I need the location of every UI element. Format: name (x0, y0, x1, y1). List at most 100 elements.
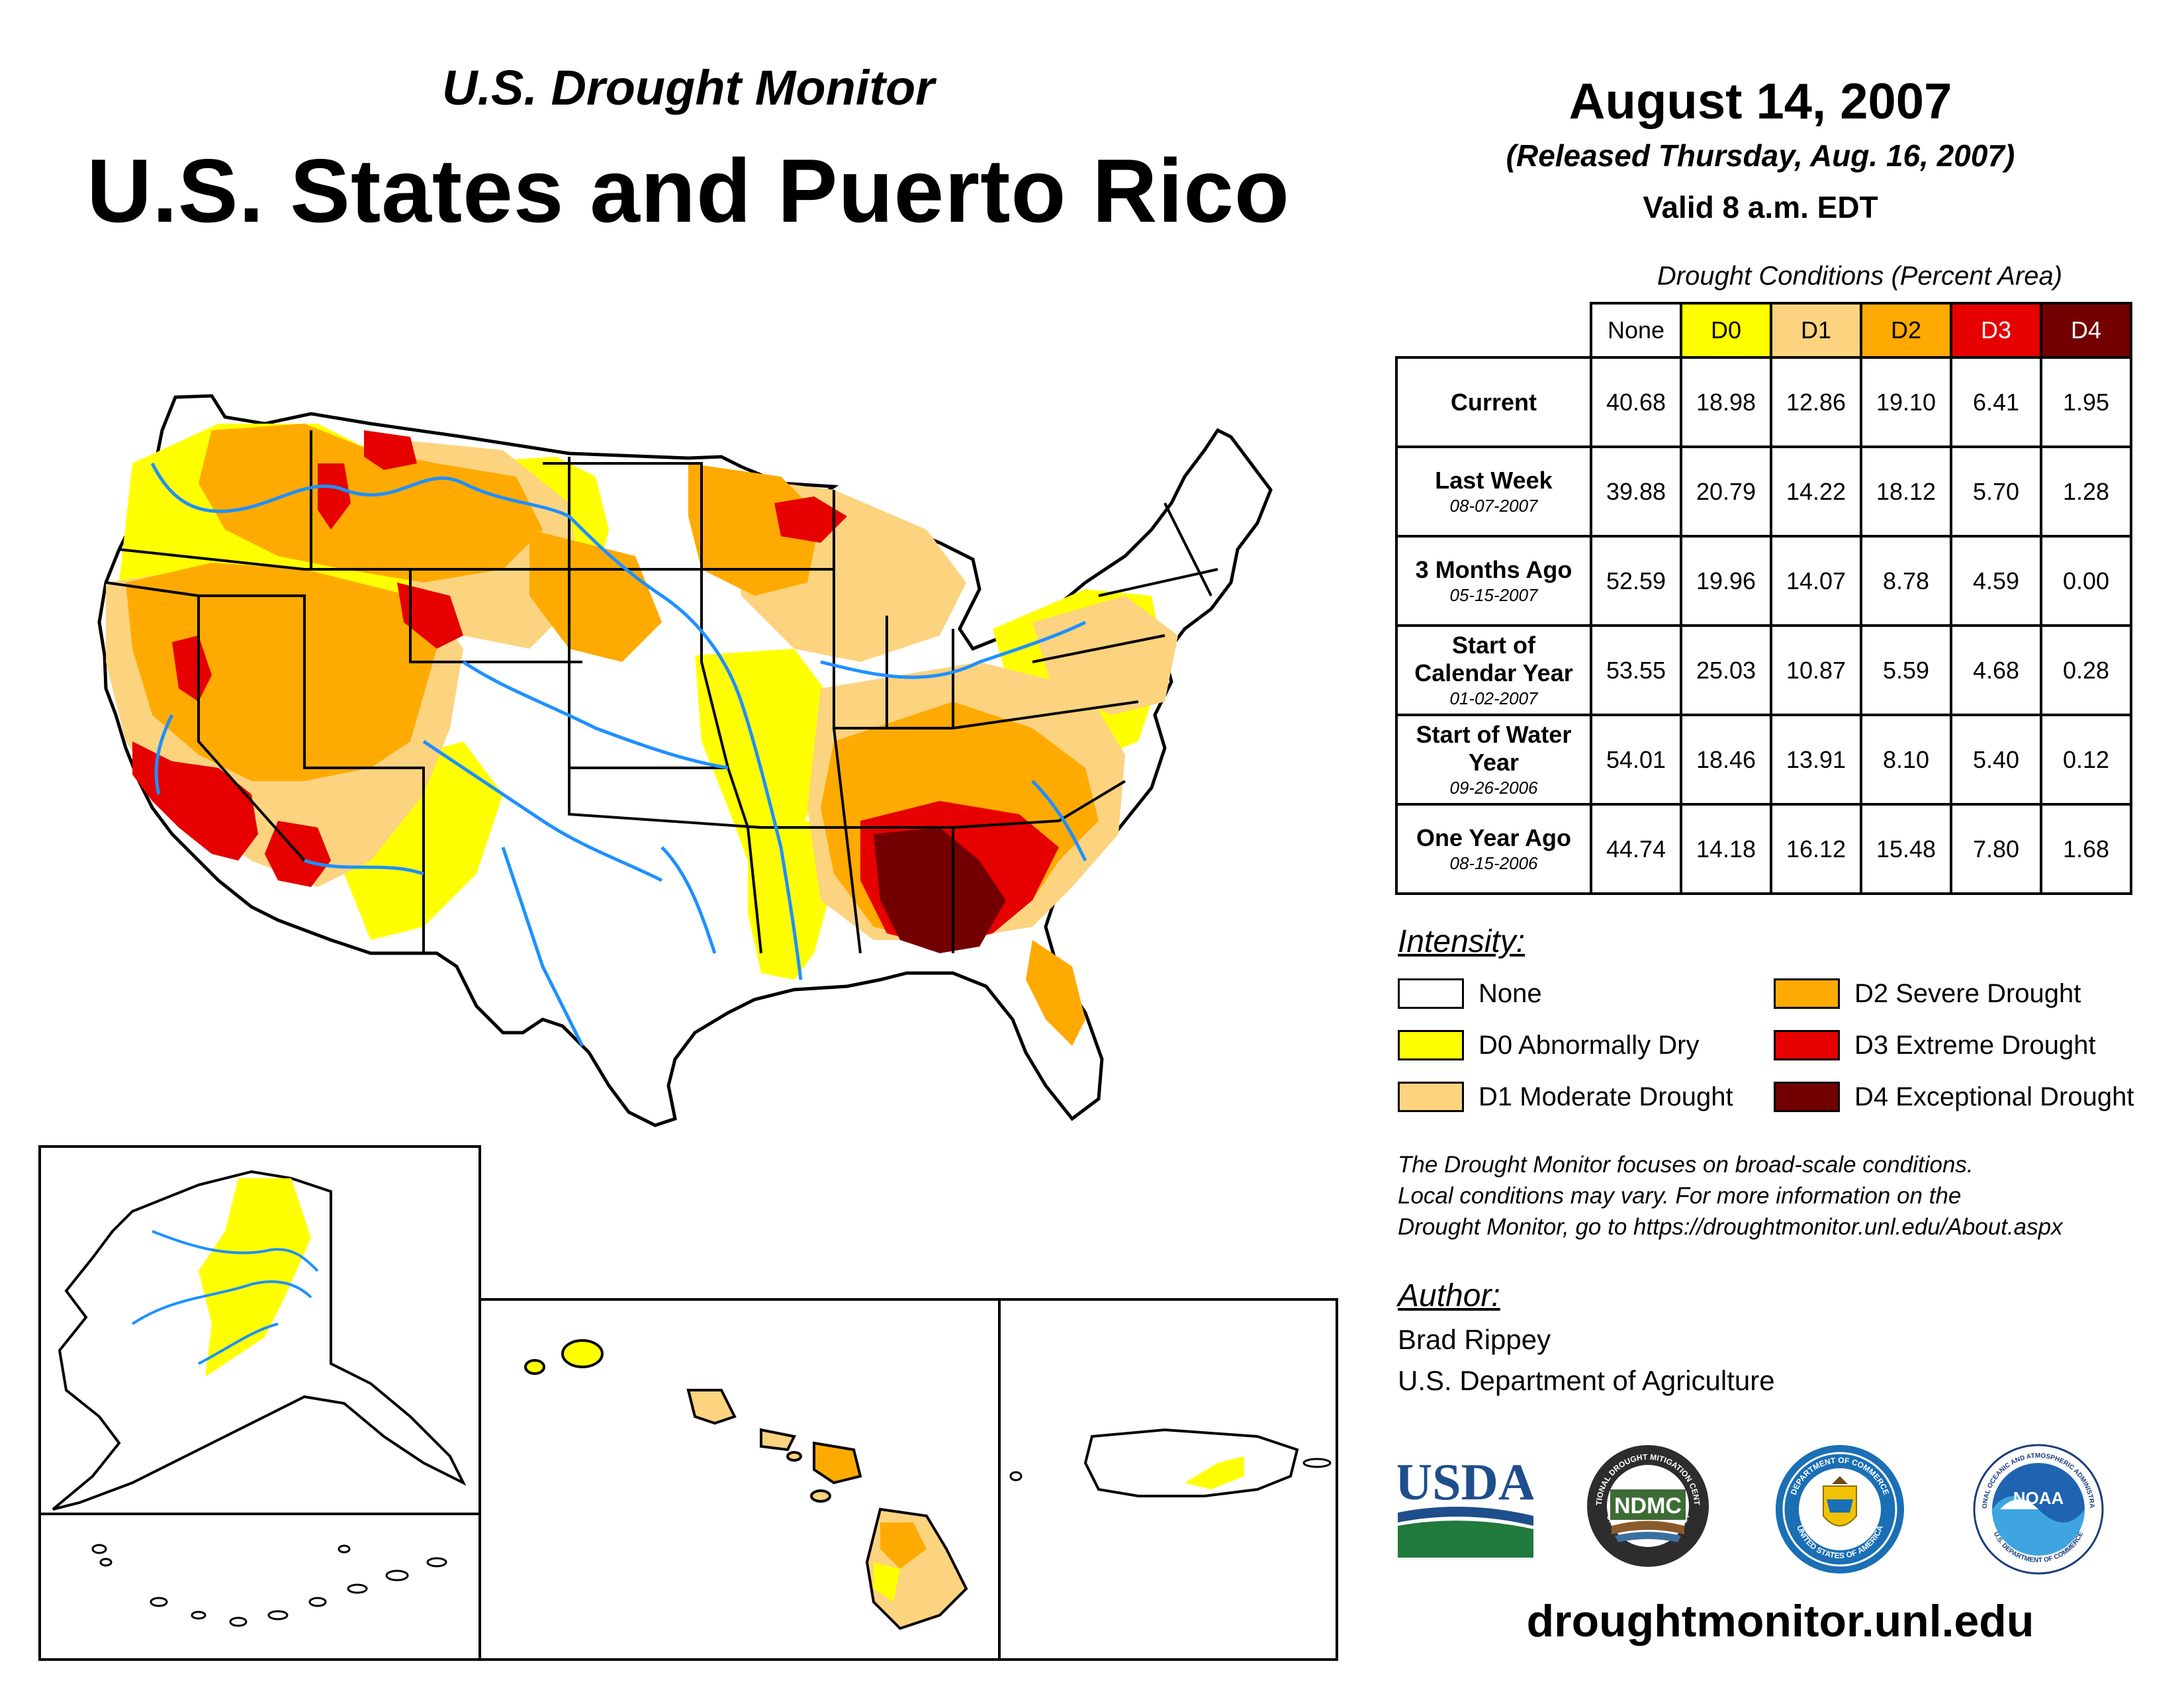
legend-swatch (1398, 1030, 1464, 1060)
alaska-rivers (131, 1230, 319, 1365)
legend-title: Intensity: (1398, 924, 1525, 959)
d2-area-florida (1026, 940, 1085, 1046)
legend-label: D4 Exceptional Drought (1854, 1082, 2134, 1111)
column-header: D4 (2040, 302, 2132, 359)
table-cell: 44.74 (1590, 803, 1682, 895)
table-cell: 39.88 (1590, 445, 1682, 538)
table-cell: 52.59 (1590, 535, 1682, 627)
table-cell: 13.91 (1770, 714, 1862, 806)
legend-item: D3 Extreme Drought (1774, 1030, 2096, 1060)
legend-item: D0 Abnormally Dry (1398, 1030, 1699, 1060)
row-label: Last Week 08-07-2007 (1395, 445, 1592, 538)
table-cell: 5.70 (1950, 445, 2042, 538)
d3-area-wyoming (397, 583, 463, 649)
table-corner (1396, 303, 1591, 359)
table-row: Current 40.68 18.98 12.86 19.10 6.41 1.9… (1395, 356, 2132, 448)
table-cell: 5.59 (1860, 624, 1952, 716)
row-label: Start of Water Year 09-26-2006 (1395, 714, 1592, 806)
legend-label: D0 Abnormally Dry (1479, 1030, 1700, 1060)
row-date: 08-15-2006 (1449, 853, 1538, 873)
legend-item: D4 Exceptional Drought (1774, 1082, 2134, 1112)
d2-area-upper-midwest (688, 463, 821, 596)
row-date: 08-07-2007 (1449, 495, 1538, 516)
row-label: Start of Calendar Year 01-02-2007 (1395, 624, 1592, 716)
legend-swatch (1398, 1082, 1464, 1112)
column-header: D0 (1680, 302, 1772, 359)
table-cell: 18.98 (1680, 356, 1772, 448)
table-cell: 1.28 (2040, 445, 2132, 538)
author-organization: U.S. Department of Agriculture (1398, 1365, 1775, 1396)
d3-area-great-lakes (774, 496, 847, 543)
note-line: Local conditions may vary. For more info… (1398, 1183, 1962, 1209)
release-date: (Released Thursday, Aug. 16, 2007) (1506, 138, 2015, 173)
table-cell: 19.10 (1860, 356, 1952, 448)
table-cell: 14.22 (1770, 445, 1862, 538)
table-cell: 16.12 (1770, 803, 1862, 895)
table-cell: 54.01 (1590, 714, 1682, 806)
author-name: Brad Rippey (1398, 1324, 1551, 1355)
d2-area-great-basin (126, 563, 437, 781)
ndmc-logo: NATIONAL DROUGHT MITIGATION CENTER UNIVE… (1585, 1443, 1709, 1567)
table-cell: 8.78 (1860, 535, 1952, 627)
row-label: Current (1395, 356, 1592, 448)
table-cell: 5.40 (1950, 714, 2042, 806)
table-cell: 1.68 (2040, 803, 2132, 895)
row-date: 09-26-2006 (1449, 777, 1538, 798)
legend-item: D1 Moderate Drought (1398, 1082, 1733, 1112)
row-date: 05-15-2007 (1449, 585, 1538, 605)
table-cell: 14.18 (1680, 803, 1772, 895)
valid-time: Valid 8 a.m. EDT (1643, 190, 1878, 224)
row-label: One Year Ago 08-15-2006 (1395, 803, 1592, 895)
column-header: D1 (1770, 302, 1862, 359)
map-date: August 14, 2007 (1569, 73, 1952, 130)
table-cell: 25.03 (1680, 624, 1772, 716)
legend-swatch (1774, 1030, 1840, 1060)
d2-area-northern-rockies (199, 424, 543, 583)
d2-area-northern-plains (529, 530, 662, 662)
column-header: D3 (1950, 302, 2042, 359)
puerto-rico-island-east (1302, 1458, 1332, 1468)
table-cell: 4.59 (1950, 535, 2042, 627)
row-label: 3 Months Ago 05-15-2007 (1395, 535, 1592, 627)
puerto-rico-island-west (1009, 1471, 1023, 1481)
table-cell: 20.79 (1680, 445, 1772, 538)
row-date: 01-02-2007 (1449, 688, 1538, 708)
state-borders (105, 430, 1218, 954)
table-cell: 0.12 (2040, 714, 2132, 806)
d3-area-montana (364, 430, 417, 470)
table-row: One Year Ago 08-15-2006 44.74 14.18 16.12… (1395, 803, 2132, 895)
d1-area-northeast (1032, 596, 1178, 715)
alaska-d0-area (199, 1178, 311, 1377)
table-row: Last Week 08-07-2007 39.88 20.79 14.22 18… (1395, 445, 2132, 538)
table-cell: 10.87 (1770, 624, 1862, 716)
d4-area-southeast (874, 827, 1006, 953)
table-title: Drought Conditions (Percent Area) (1657, 261, 2063, 291)
table-cell: 0.00 (2040, 535, 2132, 627)
commerce-logo: DEPARTMENT OF COMMERCE UNITED STATES OF … (1776, 1445, 1904, 1573)
map-subtitle: U.S. Drought Monitor (442, 60, 934, 115)
table-cell: 15.48 (1860, 803, 1952, 895)
puerto-rico-outline (1083, 1428, 1299, 1497)
table-cell: 8.10 (1860, 714, 1952, 806)
table-cell: 14.07 (1770, 535, 1862, 627)
drought-map (38, 394, 1338, 1661)
table-cell: 19.96 (1680, 535, 1772, 627)
table-cell: 4.68 (1950, 624, 2042, 716)
aleutian-islands (91, 1544, 447, 1627)
legend-label: D2 Severe Drought (1854, 978, 2081, 1008)
ndmc-logo-text: NDMC (1614, 1493, 1682, 1519)
drought-conditions-table: None D0 D1 D2 D3 D4 Current 40.68 18.98 … (1395, 302, 2132, 895)
legend-swatch (1774, 978, 1840, 1009)
legend-swatch (1774, 1082, 1840, 1112)
table-row: Start of Water Year 09-26-2006 54.01 18.4… (1395, 714, 2132, 806)
note-line: Drought Monitor, go to https://droughtmo… (1398, 1214, 2063, 1240)
table-header-row: None D0 D1 D2 D3 D4 (1396, 302, 2132, 359)
table-cell: 12.86 (1770, 356, 1862, 448)
table-cell: 53.55 (1590, 624, 1682, 716)
table-cell: 40.68 (1590, 356, 1682, 448)
puerto-rico-d0-area (1185, 1456, 1244, 1489)
website-link[interactable]: droughtmonitor.unl.edu (1526, 1596, 2034, 1646)
rivers (150, 462, 1087, 1047)
noaa-logo-text: NOAA (2013, 1488, 2064, 1508)
hawaii-islands (524, 1339, 968, 1630)
